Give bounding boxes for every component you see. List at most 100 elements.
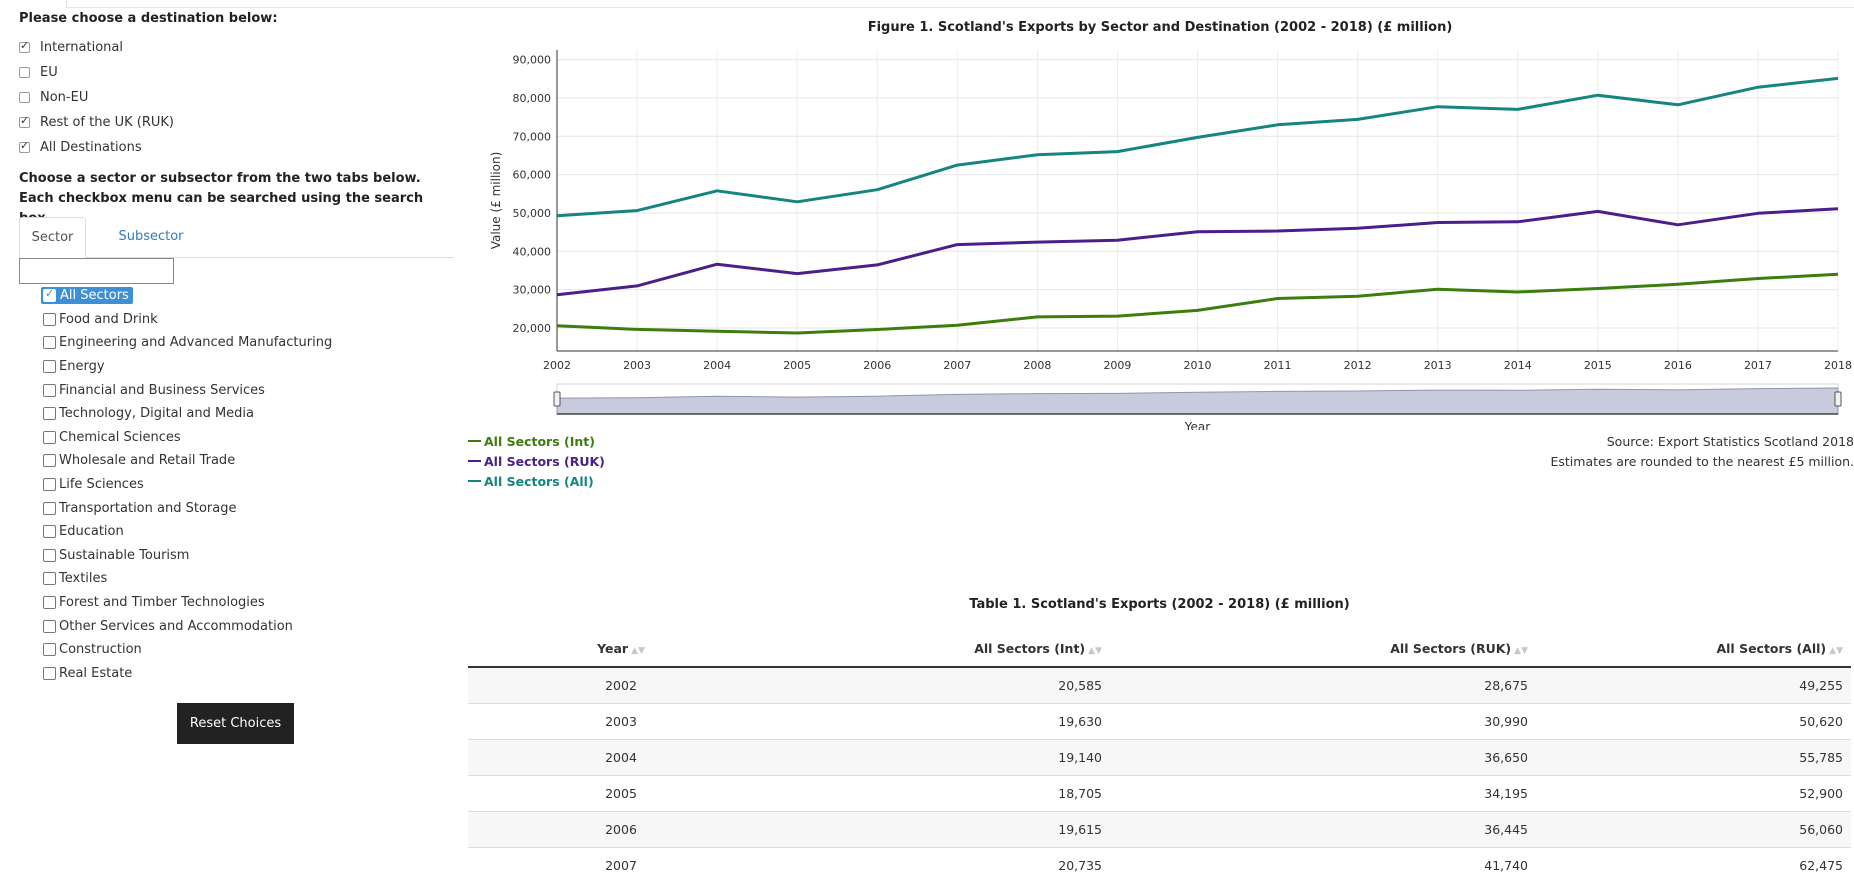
data-point[interactable] — [1435, 220, 1441, 226]
data-point[interactable] — [634, 326, 640, 332]
sector-label: Wholesale and Retail Trade — [59, 453, 235, 468]
data-point[interactable] — [1114, 237, 1120, 243]
navigator-handle[interactable] — [1835, 392, 1841, 406]
x-tick-label: 2014 — [1504, 359, 1532, 372]
data-point[interactable] — [634, 208, 640, 214]
sector-option[interactable]: Textiles — [43, 567, 332, 591]
data-point[interactable] — [1034, 152, 1040, 158]
sector-checkbox[interactable] — [43, 549, 56, 562]
data-point[interactable] — [954, 162, 960, 168]
data-point[interactable] — [1435, 104, 1441, 110]
data-point[interactable] — [714, 328, 720, 334]
legend-item[interactable]: All Sectors (RUK) — [468, 451, 605, 471]
data-point[interactable] — [1835, 75, 1841, 81]
x-tick-label: 2010 — [1184, 359, 1212, 372]
data-point[interactable] — [1034, 239, 1040, 245]
data-point[interactable] — [1675, 281, 1681, 287]
data-point[interactable] — [1195, 307, 1201, 313]
column-header-int[interactable]: All Sectors (Int)▲▼ — [774, 630, 1110, 667]
data-point[interactable] — [874, 187, 880, 193]
data-point[interactable] — [1595, 285, 1601, 291]
data-point[interactable] — [1515, 289, 1521, 295]
table-cell: 30,990 — [1110, 704, 1536, 740]
legend-item[interactable]: All Sectors (Int) — [468, 431, 605, 451]
data-point[interactable] — [714, 188, 720, 194]
sector-checkbox[interactable] — [43, 478, 56, 491]
data-point[interactable] — [714, 261, 720, 267]
rounding-note: Estimates are rounded to the nearest £5 … — [1354, 452, 1854, 472]
data-point[interactable] — [1755, 276, 1761, 282]
sector-checkbox[interactable] — [43, 431, 56, 444]
data-point[interactable] — [1515, 219, 1521, 225]
column-header-year[interactable]: Year▲▼ — [468, 630, 774, 667]
column-header-ruk[interactable]: All Sectors (RUK)▲▼ — [1110, 630, 1536, 667]
data-point[interactable] — [554, 323, 560, 329]
sector-checkbox[interactable] — [43, 454, 56, 467]
data-point[interactable] — [1114, 313, 1120, 319]
y-tick-label: 20,000 — [513, 322, 552, 335]
table-cell: 19,140 — [774, 740, 1110, 776]
data-point[interactable] — [1835, 271, 1841, 277]
sector-checkbox[interactable] — [43, 667, 56, 680]
sector-option[interactable]: Other Services and Accommodation — [43, 614, 332, 638]
data-point[interactable] — [794, 199, 800, 205]
data-point[interactable] — [1675, 102, 1681, 108]
data-point[interactable] — [1034, 314, 1040, 320]
data-point[interactable] — [1195, 134, 1201, 140]
sector-checkbox[interactable] — [43, 620, 56, 633]
data-point[interactable] — [954, 322, 960, 328]
y-tick-label: 80,000 — [513, 92, 552, 105]
data-point[interactable] — [1355, 293, 1361, 299]
data-point[interactable] — [1835, 206, 1841, 212]
sector-checkbox[interactable] — [43, 596, 56, 609]
sector-option[interactable]: Wholesale and Retail Trade — [43, 449, 332, 473]
sector-option[interactable]: Real Estate — [43, 662, 332, 686]
data-point[interactable] — [1595, 208, 1601, 214]
sector-checkbox[interactable] — [43, 502, 56, 515]
data-point[interactable] — [954, 242, 960, 248]
data-point[interactable] — [1275, 295, 1281, 301]
sector-option[interactable]: Transportation and Storage — [43, 496, 332, 520]
data-point[interactable] — [1114, 149, 1120, 155]
sector-checkbox[interactable] — [43, 643, 56, 656]
sector-checkbox[interactable] — [43, 572, 56, 585]
data-point[interactable] — [794, 330, 800, 336]
data-point[interactable] — [554, 292, 560, 298]
data-point[interactable] — [1755, 84, 1761, 90]
legend-item[interactable]: All Sectors (All) — [468, 471, 605, 491]
data-point[interactable] — [1195, 229, 1201, 235]
legend-swatch — [468, 480, 481, 482]
data-point[interactable] — [1355, 116, 1361, 122]
x-tick-label: 2011 — [1264, 359, 1292, 372]
sector-label: Sustainable Tourism — [59, 548, 189, 563]
data-point[interactable] — [1275, 122, 1281, 128]
sort-icon: ▲▼ — [631, 646, 645, 656]
data-point[interactable] — [1435, 286, 1441, 292]
sector-option[interactable]: Sustainable Tourism — [43, 544, 332, 568]
data-point[interactable] — [1275, 228, 1281, 234]
sector-option[interactable]: Construction — [43, 638, 332, 662]
x-tick-label: 2007 — [943, 359, 971, 372]
table-cell: 55,785 — [1536, 740, 1851, 776]
data-point[interactable] — [1675, 222, 1681, 228]
x-tick-label: 2012 — [1344, 359, 1372, 372]
data-point[interactable] — [1595, 92, 1601, 98]
data-point[interactable] — [794, 271, 800, 277]
sector-checkbox[interactable] — [43, 525, 56, 538]
reset-choices-button[interactable]: Reset Choices — [177, 703, 294, 744]
data-point[interactable] — [634, 283, 640, 289]
table-cell: 19,630 — [774, 704, 1110, 740]
data-point[interactable] — [874, 326, 880, 332]
data-point[interactable] — [874, 262, 880, 268]
navigator-handle[interactable] — [554, 392, 560, 406]
sector-option[interactable]: Forest and Timber Technologies — [43, 591, 332, 615]
data-point[interactable] — [1355, 225, 1361, 231]
data-point[interactable] — [1515, 106, 1521, 112]
sector-option[interactable]: Education — [43, 520, 332, 544]
data-point[interactable] — [1755, 210, 1761, 216]
table-cell: 56,060 — [1536, 812, 1851, 848]
column-header-all[interactable]: All Sectors (All)▲▼ — [1536, 630, 1851, 667]
sector-option[interactable]: Life Sciences — [43, 473, 332, 497]
data-point[interactable] — [554, 213, 560, 219]
